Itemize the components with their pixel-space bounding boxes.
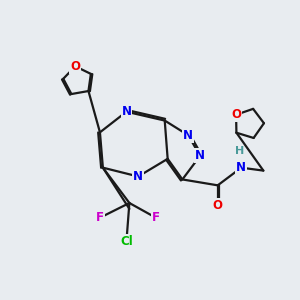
Text: O: O [231,108,241,121]
Text: F: F [96,211,104,224]
Text: N: N [195,149,205,162]
Text: N: N [183,129,193,142]
Text: Cl: Cl [120,235,133,248]
Text: O: O [70,60,80,73]
Text: N: N [133,170,143,183]
Text: N: N [122,105,131,118]
Text: N: N [236,161,246,174]
Text: O: O [213,200,223,212]
Text: H: H [235,146,244,157]
Text: F: F [152,211,160,224]
